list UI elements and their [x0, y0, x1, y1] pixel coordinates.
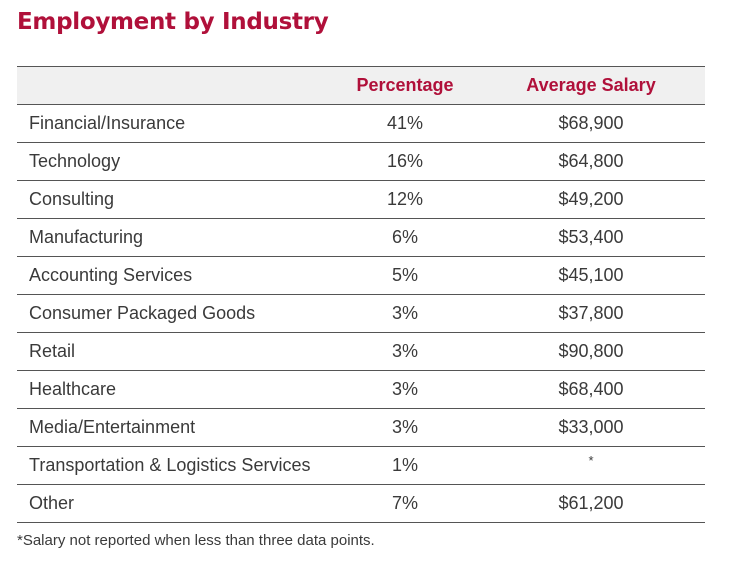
percentage-cell: 3% — [391, 303, 418, 323]
table-row: Accounting Services 5% $45,100 — [17, 257, 705, 295]
industry-cell: Transportation & Logistics Services — [29, 455, 311, 475]
table-row: Transportation & Logistics Services 1% * — [17, 447, 705, 485]
industry-cell: Other — [29, 493, 75, 513]
percentage-cell: 5% — [391, 265, 418, 285]
percentage-cell: 3% — [391, 417, 418, 437]
percentage-cell: 12% — [386, 189, 424, 209]
table-row: Consumer Packaged Goods 3% $37,800 — [17, 295, 705, 333]
salary-not-reported-asterisk: * — [588, 453, 594, 468]
table-row: Consulting 12% $49,200 — [17, 181, 705, 219]
salary-cell: $64,800 — [558, 151, 624, 171]
salary-cell: $61,200 — [558, 493, 624, 513]
table-row: Technology 16% $64,800 — [17, 143, 705, 181]
industry-cell: Manufacturing — [29, 227, 144, 247]
industry-cell: Consumer Packaged Goods — [29, 303, 256, 323]
industry-cell: Consulting — [29, 189, 115, 209]
salary-cell: $37,800 — [558, 303, 624, 323]
employment-table: Percentage Average Salary Financial/Insu… — [17, 66, 705, 523]
salary-cell: $49,200 — [558, 189, 624, 209]
table-header-row: Percentage Average Salary — [17, 67, 705, 105]
table-row: Financial/Insurance 41% $68,900 — [17, 105, 705, 143]
percentage-cell: 3% — [391, 379, 418, 399]
salary-cell: $33,000 — [558, 417, 624, 437]
industry-cell: Financial/Insurance — [29, 113, 186, 133]
table-row: Manufacturing 6% $53,400 — [17, 219, 705, 257]
header-average-salary: Average Salary — [526, 75, 656, 95]
industry-cell: Technology — [29, 151, 121, 171]
salary-cell: $45,100 — [558, 265, 624, 285]
salary-cell: $53,400 — [558, 227, 624, 247]
salary-cell: $68,400 — [558, 379, 624, 399]
industry-cell: Media/Entertainment — [29, 417, 196, 437]
table-row: Other 7% $61,200 — [17, 485, 705, 523]
percentage-cell: 6% — [391, 227, 418, 247]
percentage-cell: 16% — [386, 151, 424, 171]
industry-cell: Accounting Services — [29, 265, 193, 285]
industry-cell: Retail — [29, 341, 76, 361]
percentage-cell: 1% — [391, 455, 418, 475]
page-title: Employment by Industry — [17, 9, 329, 35]
table-row: Healthcare 3% $68,400 — [17, 371, 705, 409]
percentage-cell: 41% — [386, 113, 424, 133]
table-row: Media/Entertainment 3% $33,000 — [17, 409, 705, 447]
header-percentage: Percentage — [356, 75, 454, 95]
percentage-cell: 7% — [391, 493, 418, 513]
table-row: Retail 3% $90,800 — [17, 333, 705, 371]
industry-cell: Healthcare — [29, 379, 117, 399]
percentage-cell: 3% — [391, 341, 418, 361]
salary-cell: $68,900 — [558, 113, 624, 133]
salary-cell: $90,800 — [558, 341, 624, 361]
footnote: *Salary not reported when less than thre… — [17, 532, 375, 549]
